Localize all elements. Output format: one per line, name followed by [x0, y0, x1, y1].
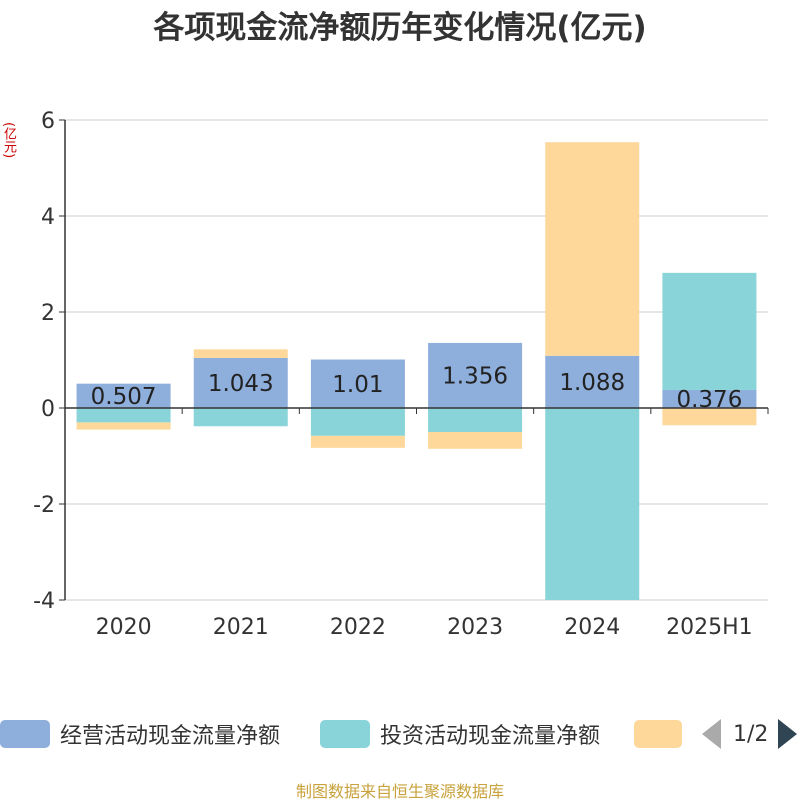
bar-2025H1-series-1 [662, 389, 757, 408]
y-tick-label: -4 [33, 589, 55, 614]
legend-label-investing: 投资活动现金流量净额 [380, 724, 601, 749]
bar-2020-series-3 [76, 422, 171, 430]
data-label: 0.376 [676, 387, 742, 413]
y-tick-label: 2 [41, 301, 55, 326]
x-category-label: 2024 [564, 615, 620, 640]
pager-prev-arrow-icon[interactable] [702, 719, 721, 749]
chart-title: 各项现金流净额历年变化情况(亿元) [153, 10, 647, 46]
bar-2025H1-series-3 [662, 408, 757, 426]
bar-2020-series-1 [76, 383, 171, 408]
legend: 经营活动现金流量净额 投资活动现金流量净额 1/2 [0, 716, 800, 752]
y-axis-unit: (亿元) [1, 122, 16, 159]
pager-page-indicator: 1/2 [733, 721, 769, 747]
bar-2021-series-3 [193, 349, 288, 358]
legend-swatch-financing [634, 720, 682, 748]
bar-2023-series-1 [428, 342, 523, 408]
bar-2025H1-series-2 [662, 272, 757, 390]
x-category-label: 2023 [447, 615, 503, 640]
legend-item-investing[interactable]: 投资活动现金流量净额 [320, 716, 600, 752]
data-label: 0.507 [91, 384, 157, 410]
bar-2024-series-2 [545, 408, 640, 600]
legend-item-operating[interactable]: 经营活动现金流量净额 [0, 716, 280, 752]
bar-2022-series-1 [310, 359, 405, 408]
bar-2022-series-2 [310, 408, 405, 436]
x-category-label: 2022 [330, 615, 386, 640]
x-category-label: 2025H1 [666, 615, 753, 640]
bar-2020-series-2 [76, 408, 171, 423]
bar-2022-series-3 [310, 435, 405, 448]
bar-2023-series-3 [428, 432, 523, 449]
data-label: 1.01 [332, 372, 383, 398]
y-tick-label: 6 [41, 109, 55, 134]
cash-flow-chart: -4 -2 0 2 4 6 0.507 1.043 1.01 1.356 1.088 0.376 202… [33, 109, 769, 640]
x-category-label: 2021 [213, 615, 269, 640]
bar-2021-series-1 [193, 357, 288, 408]
y-tick-label: 0 [41, 397, 55, 422]
legend-pager: 1/2 [700, 716, 800, 752]
legend-swatch-investing [320, 720, 370, 748]
bar-2021-series-2 [193, 408, 288, 427]
legend-label-operating: 经营活动现金流量净额 [60, 724, 281, 749]
data-label: 1.088 [559, 370, 625, 396]
data-label: 1.356 [442, 363, 508, 389]
legend-swatch-operating [0, 720, 50, 748]
legend-item-financing[interactable] [634, 716, 682, 752]
bar-2023-series-2 [428, 408, 523, 432]
data-source-note: 制图数据来自恒生聚源数据库 [295, 782, 504, 801]
y-tick-label: -2 [33, 493, 55, 518]
y-tick-label: 4 [41, 205, 55, 230]
data-label: 1.043 [208, 371, 274, 397]
pager-next-arrow-icon[interactable] [778, 719, 798, 749]
x-category-label: 2020 [96, 615, 152, 640]
bar-2024-series-3 [545, 142, 640, 356]
bar-2024-series-1 [545, 355, 640, 408]
